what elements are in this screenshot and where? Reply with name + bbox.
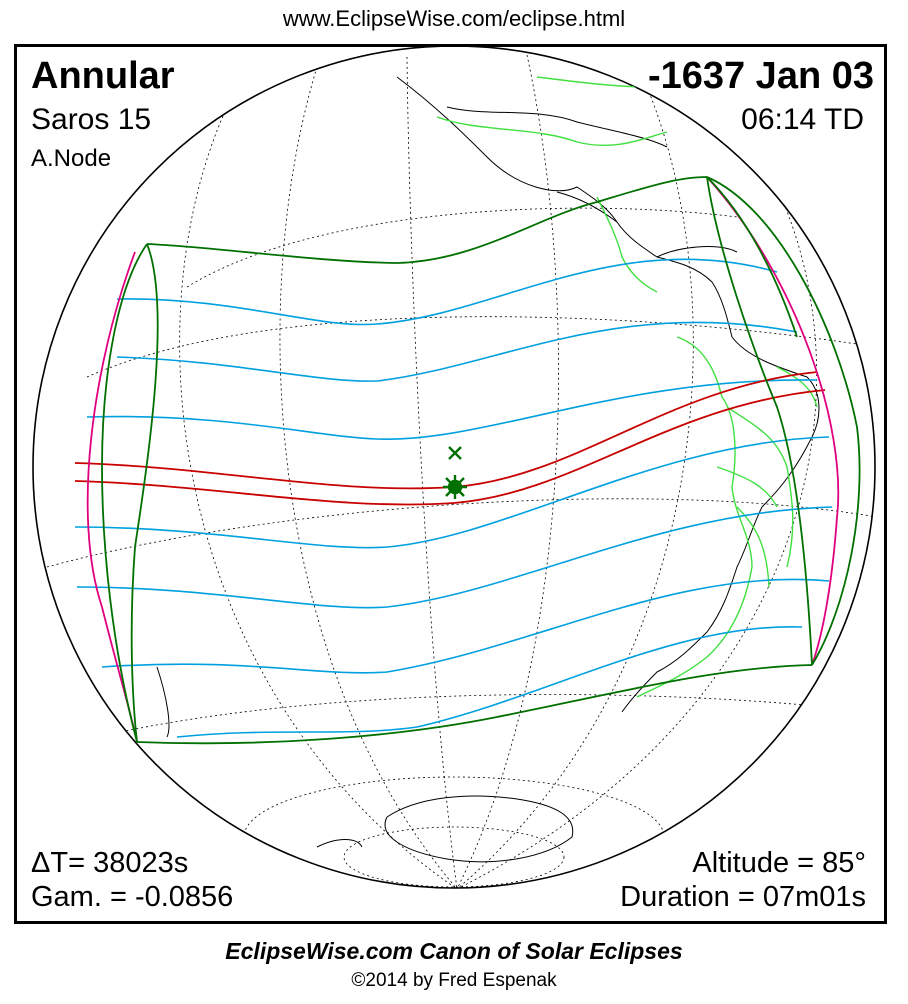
delta-t: ΔT= 38023s: [31, 847, 189, 879]
header-url[interactable]: www.EclipseWise.com/eclipse.html: [282, 6, 626, 31]
greatest-eclipse-marker: [443, 446, 467, 499]
eclipse-map-frame: Annular Saros 15 A.Node -1637 Jan 03 06:…: [14, 44, 887, 924]
penumbral-limits: [101, 176, 861, 745]
saros-number: Saros 15: [31, 103, 152, 136]
footer-copyright: ©2014 by Fred Espenak: [351, 970, 557, 991]
eclipse-magnitude-curves: [74, 258, 833, 738]
sun-altitude: Altitude = 85°: [692, 847, 866, 879]
eclipse-globe-map: [32, 47, 876, 889]
globe-outline: [32, 47, 876, 889]
country-borders: [436, 76, 818, 698]
eclipse-time: 06:14 TD: [741, 103, 864, 136]
eclipse-date: -1637 Jan 03: [647, 55, 874, 97]
lunar-node: A.Node: [31, 145, 112, 172]
footer-title: EclipseWise.com Canon of Solar Eclipses: [225, 938, 683, 964]
graticule: [46, 54, 875, 888]
eclipse-type: Annular: [31, 55, 175, 97]
central-duration: Duration = 07m01s: [620, 881, 866, 913]
gamma-value: Gam. = -0.0856: [31, 881, 234, 913]
